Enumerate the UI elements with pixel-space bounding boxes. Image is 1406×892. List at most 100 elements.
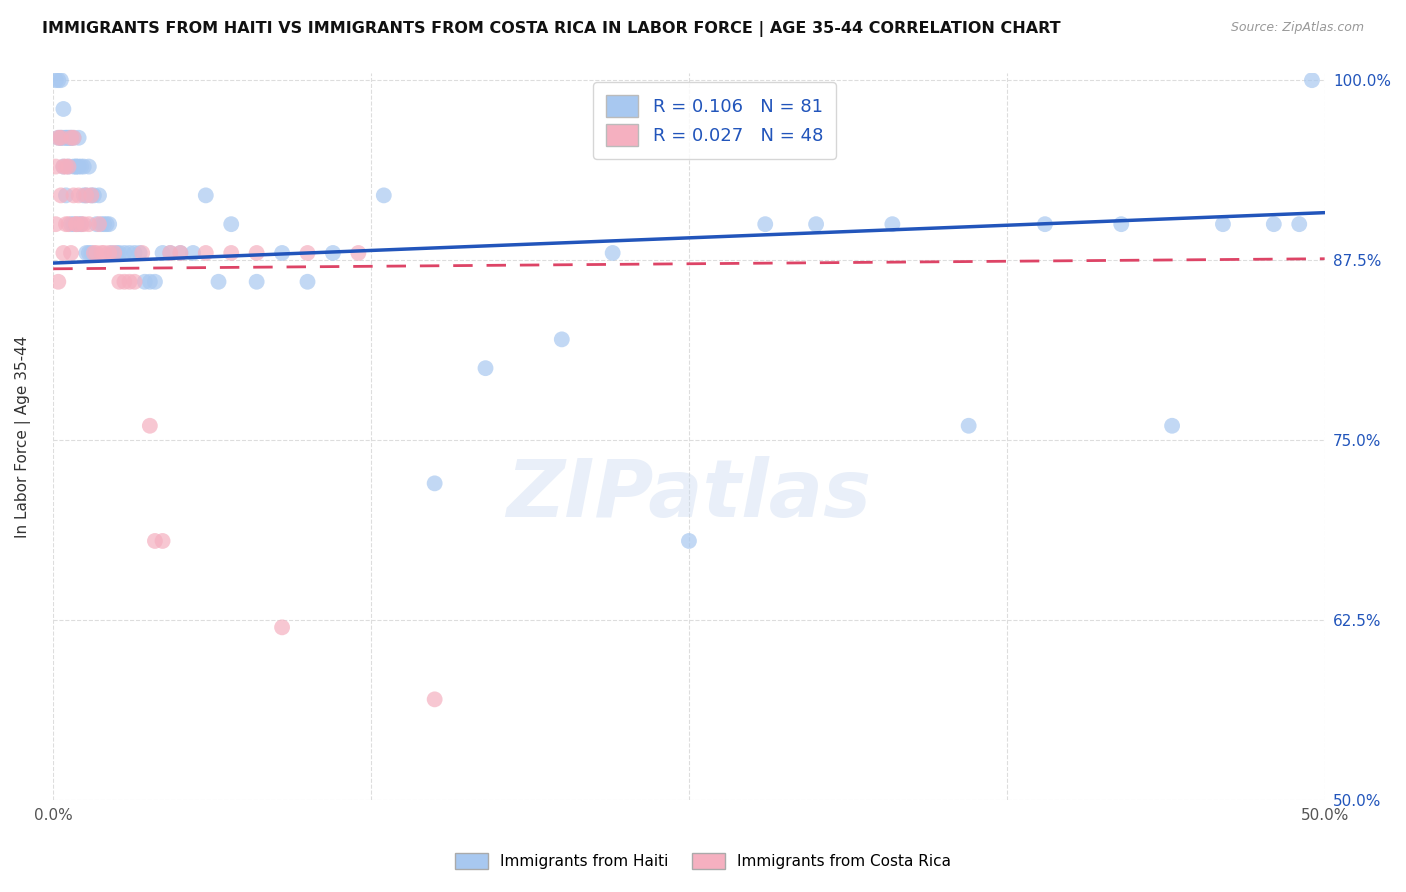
Point	[52, 246, 75, 260]
Point	[118, 246, 141, 260]
Y-axis label: In Labor Force | Age 35-44: In Labor Force | Age 35-44	[15, 335, 31, 538]
Point	[62, 160, 84, 174]
Point	[271, 620, 294, 634]
Point	[55, 188, 77, 202]
Point	[194, 188, 217, 202]
Point	[80, 246, 103, 260]
Point	[423, 476, 446, 491]
Point	[67, 217, 90, 231]
Point	[602, 246, 624, 260]
Point	[87, 217, 110, 231]
Point	[152, 533, 174, 548]
Point	[52, 130, 75, 145]
Point	[58, 160, 80, 174]
Point	[58, 160, 80, 174]
Point	[73, 160, 96, 174]
Point	[118, 275, 141, 289]
Point	[49, 188, 72, 202]
Point	[373, 188, 395, 202]
Point	[62, 188, 84, 202]
Point	[1161, 418, 1184, 433]
Point	[46, 275, 69, 289]
Point	[112, 246, 135, 260]
Point	[181, 246, 204, 260]
Point	[1212, 217, 1234, 231]
Point	[52, 102, 75, 116]
Point	[139, 275, 162, 289]
Point	[55, 217, 77, 231]
Legend: R = 0.106   N = 81, R = 0.027   N = 48: R = 0.106 N = 81, R = 0.027 N = 48	[593, 82, 835, 159]
Point	[98, 217, 121, 231]
Point	[67, 188, 90, 202]
Point	[423, 692, 446, 706]
Point	[322, 246, 344, 260]
Point	[169, 246, 191, 260]
Point	[77, 160, 100, 174]
Point	[93, 246, 115, 260]
Point	[1109, 217, 1132, 231]
Point	[75, 246, 97, 260]
Point	[219, 217, 242, 231]
Point	[49, 130, 72, 145]
Point	[49, 73, 72, 87]
Point	[55, 160, 77, 174]
Point	[60, 130, 83, 145]
Point	[139, 418, 162, 433]
Point	[45, 160, 67, 174]
Point	[169, 246, 191, 260]
Point	[754, 217, 776, 231]
Point	[46, 130, 69, 145]
Point	[134, 275, 156, 289]
Point	[65, 217, 87, 231]
Point	[49, 130, 72, 145]
Point	[297, 246, 319, 260]
Text: IMMIGRANTS FROM HAITI VS IMMIGRANTS FROM COSTA RICA IN LABOR FORCE | AGE 35-44 C: IMMIGRANTS FROM HAITI VS IMMIGRANTS FROM…	[42, 21, 1060, 37]
Point	[143, 533, 166, 548]
Point	[108, 275, 131, 289]
Point	[128, 246, 150, 260]
Point	[103, 246, 125, 260]
Point	[207, 275, 229, 289]
Point	[87, 188, 110, 202]
Point	[246, 275, 269, 289]
Point	[108, 246, 131, 260]
Point	[46, 73, 69, 87]
Point	[49, 130, 72, 145]
Point	[80, 188, 103, 202]
Point	[65, 160, 87, 174]
Point	[152, 246, 174, 260]
Point	[271, 246, 294, 260]
Point	[131, 246, 153, 260]
Point	[1033, 217, 1056, 231]
Point	[105, 246, 128, 260]
Point	[90, 217, 112, 231]
Point	[45, 217, 67, 231]
Point	[86, 217, 108, 231]
Point	[62, 130, 84, 145]
Point	[159, 246, 181, 260]
Point	[194, 246, 217, 260]
Point	[246, 246, 269, 260]
Point	[347, 246, 370, 260]
Point	[1301, 73, 1323, 87]
Point	[100, 246, 122, 260]
Point	[60, 130, 83, 145]
Point	[219, 246, 242, 260]
Point	[65, 160, 87, 174]
Legend: Immigrants from Haiti, Immigrants from Costa Rica: Immigrants from Haiti, Immigrants from C…	[449, 847, 957, 875]
Point	[957, 418, 980, 433]
Point	[804, 217, 827, 231]
Point	[75, 188, 97, 202]
Point	[93, 217, 115, 231]
Point	[65, 217, 87, 231]
Point	[90, 246, 112, 260]
Point	[45, 73, 67, 87]
Text: ZIPatlas: ZIPatlas	[506, 456, 872, 533]
Point	[83, 246, 105, 260]
Point	[124, 246, 146, 260]
Point	[83, 188, 105, 202]
Point	[60, 217, 83, 231]
Point	[80, 188, 103, 202]
Text: Source: ZipAtlas.com: Source: ZipAtlas.com	[1230, 21, 1364, 34]
Point	[58, 130, 80, 145]
